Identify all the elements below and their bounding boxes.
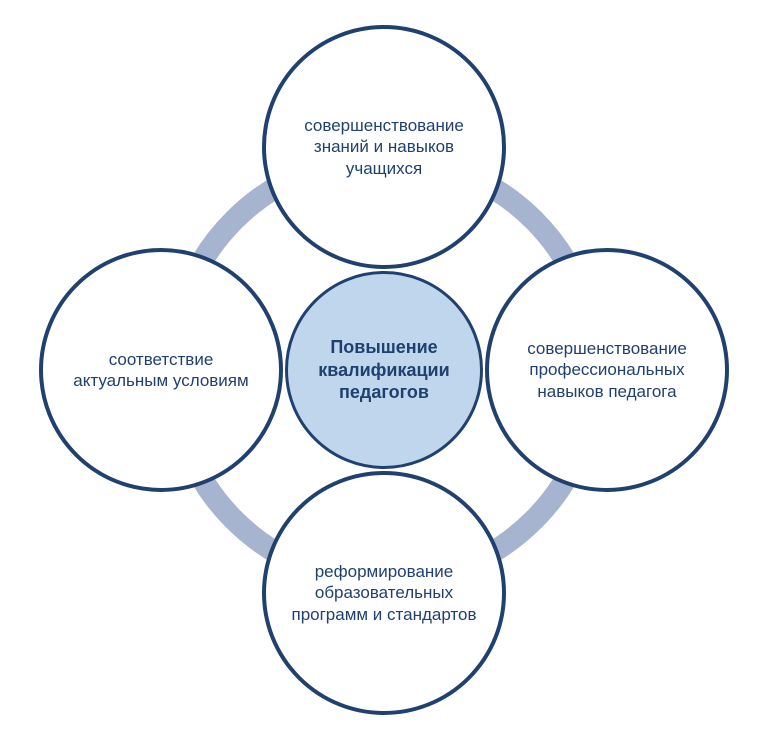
outer-node-top-label: совершенствование знаний и навыков учащи… bbox=[284, 115, 484, 179]
center-node-label: Повышение квалификации педагогов bbox=[306, 336, 462, 404]
outer-node-left-label: соответствие актуальным условиям bbox=[61, 349, 261, 392]
center-node: Повышение квалификации педагогов bbox=[285, 271, 483, 469]
outer-node-right: совершенствование профессиональных навык… bbox=[485, 248, 729, 492]
outer-node-left: соответствие актуальным условиям bbox=[39, 248, 283, 492]
outer-node-top: совершенствование знаний и навыков учащи… bbox=[262, 25, 506, 269]
diagram-canvas: Повышение квалификации педагогов соверше… bbox=[0, 0, 768, 740]
outer-node-right-label: совершенствование профессиональных навык… bbox=[507, 338, 707, 402]
outer-node-bottom: реформирование образовательных программ … bbox=[262, 471, 506, 715]
outer-node-bottom-label: реформирование образовательных программ … bbox=[284, 561, 484, 625]
